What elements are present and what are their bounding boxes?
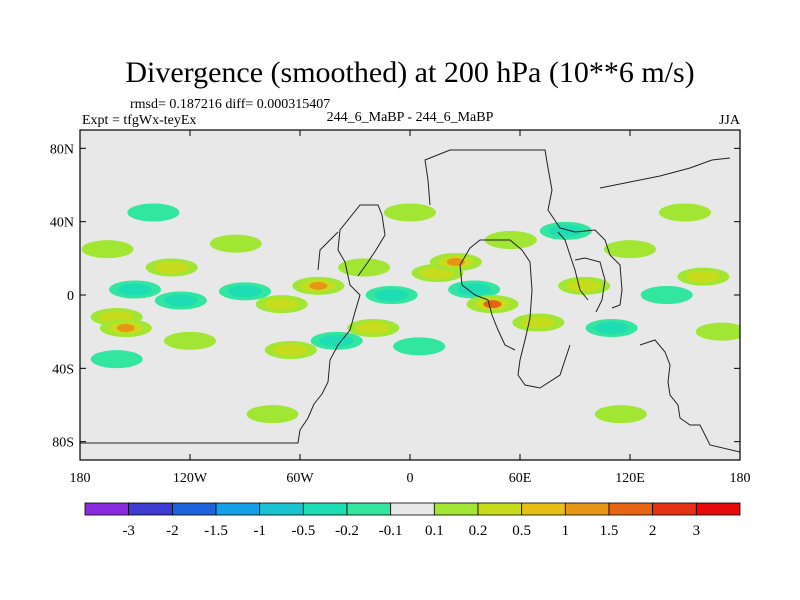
x-tick-label: 180 [70, 471, 91, 486]
colorbar-swatch [84, 502, 130, 516]
colorbar-label: 0.1 [425, 523, 444, 539]
field-blob-outer [209, 234, 262, 253]
colorbar-swatch [433, 502, 479, 516]
colorbar-label: -0.5 [291, 523, 315, 539]
field-blob-mid [548, 224, 583, 237]
field-blob-outer [393, 337, 446, 356]
y-tick-label: 40S [52, 362, 74, 377]
x-tick-label: 0 [407, 471, 414, 486]
field-blob-mid [273, 344, 308, 356]
field-blob-outer [484, 231, 537, 249]
colorbar-swatch [652, 502, 697, 516]
field-blob-mid [594, 322, 629, 334]
field-blob-mid [457, 283, 492, 296]
center-label: 244_6_MaBP - 244_6_MaBP [327, 110, 494, 125]
field-blob-core [116, 324, 135, 332]
colorbar: -3 -2 -1.5 -1 -0.5 -0.2 -0.1 0.1 0.2 0.5 1 1.5 2 3 [84, 502, 741, 539]
field-blob-outer [640, 286, 693, 304]
europe-asia-outline [424, 149, 623, 309]
field-blob-mid [686, 270, 721, 283]
colorbar-label: 0.2 [469, 523, 488, 539]
x-tick-label: 120W [173, 471, 208, 486]
americas-outline [80, 204, 386, 444]
field-blob-mid [118, 283, 152, 296]
field-blob-mid [374, 289, 409, 301]
field-blob-outer [164, 331, 216, 350]
colorbar-swatch [215, 502, 261, 516]
y-tick-label: 80N [50, 142, 74, 157]
africa-outline [459, 239, 571, 389]
field-blob-outer [127, 203, 180, 222]
field-blob-outer [604, 240, 656, 259]
india-outline [557, 231, 589, 301]
colorbar-label: -1 [253, 523, 266, 539]
field-blob-mid [521, 316, 556, 329]
se-asia-outline [574, 257, 606, 313]
colorbar-swatch [564, 502, 610, 516]
greenland-outline [599, 157, 731, 189]
colorbar-label: 1 [562, 523, 570, 539]
field-blob-mid [319, 334, 354, 347]
colorbar-label: -3 [122, 523, 135, 539]
axis-ticks: 180 120W 60W 0 60E 120E 180 80N 40N 0 40S 80S [50, 130, 751, 486]
colorbar-swatch [346, 502, 392, 516]
season-label: JJA [719, 113, 741, 128]
colorbar-label: -2 [166, 523, 179, 539]
north-america-outline [317, 231, 339, 271]
field-blob-outer [81, 240, 134, 259]
field-blob-mid [163, 294, 198, 307]
colorbar-label: -1.5 [204, 523, 228, 539]
colorbar-swatch [171, 502, 217, 516]
y-tick-label: 80S [52, 436, 74, 451]
field-blob-mid [154, 261, 189, 274]
colorbar-swatch [521, 502, 566, 516]
field-blob-outer [246, 405, 299, 424]
field-blob-outer [659, 203, 711, 222]
field-blob-outer [384, 203, 436, 222]
chart-title: Divergence (smoothed) at 200 hPa (10**6 … [125, 56, 694, 89]
x-tick-label: 120E [615, 471, 645, 486]
colorbar-swatch [128, 502, 173, 516]
colorbar-label: 2 [649, 523, 657, 539]
x-tick-label: 180 [730, 471, 751, 486]
colorbar-label: 1.5 [600, 523, 619, 539]
colorbar-label: -0.2 [335, 523, 359, 539]
field-blob-mid [356, 322, 391, 334]
experiment-label: Expt = tfgWx-teyEx [82, 113, 196, 128]
field-blob-mid [567, 279, 602, 292]
colorbar-swatch [259, 502, 304, 516]
divergence-field [81, 203, 740, 424]
field-blob-mid [228, 285, 262, 298]
colorbar-swatch [695, 502, 741, 516]
west-africa-outline [459, 264, 516, 351]
field-blob-outer [594, 405, 647, 424]
colorbar-swatch [390, 502, 435, 516]
australia-outline [639, 339, 740, 453]
field-blob-mid [264, 298, 299, 311]
colorbar-label: -0.1 [379, 523, 403, 539]
coastlines [80, 149, 740, 453]
field-blob-core [309, 281, 328, 290]
colorbar-swatch [477, 502, 523, 516]
field-blob-core [483, 300, 502, 309]
y-tick-label: 40N [50, 216, 74, 231]
field-blob-outer [90, 350, 143, 369]
colorbar-swatch [302, 502, 348, 516]
y-tick-label: 0 [67, 289, 74, 304]
colorbar-swatch [608, 502, 654, 516]
colorbar-label: 0.5 [512, 523, 531, 539]
x-tick-label: 60W [286, 471, 314, 486]
colorbar-label: 3 [693, 523, 701, 539]
x-tick-label: 60E [509, 471, 532, 486]
stats-text: rmsd= 0.187216 diff= 0.000315407 [130, 97, 330, 112]
field-blob-outer [695, 322, 740, 341]
